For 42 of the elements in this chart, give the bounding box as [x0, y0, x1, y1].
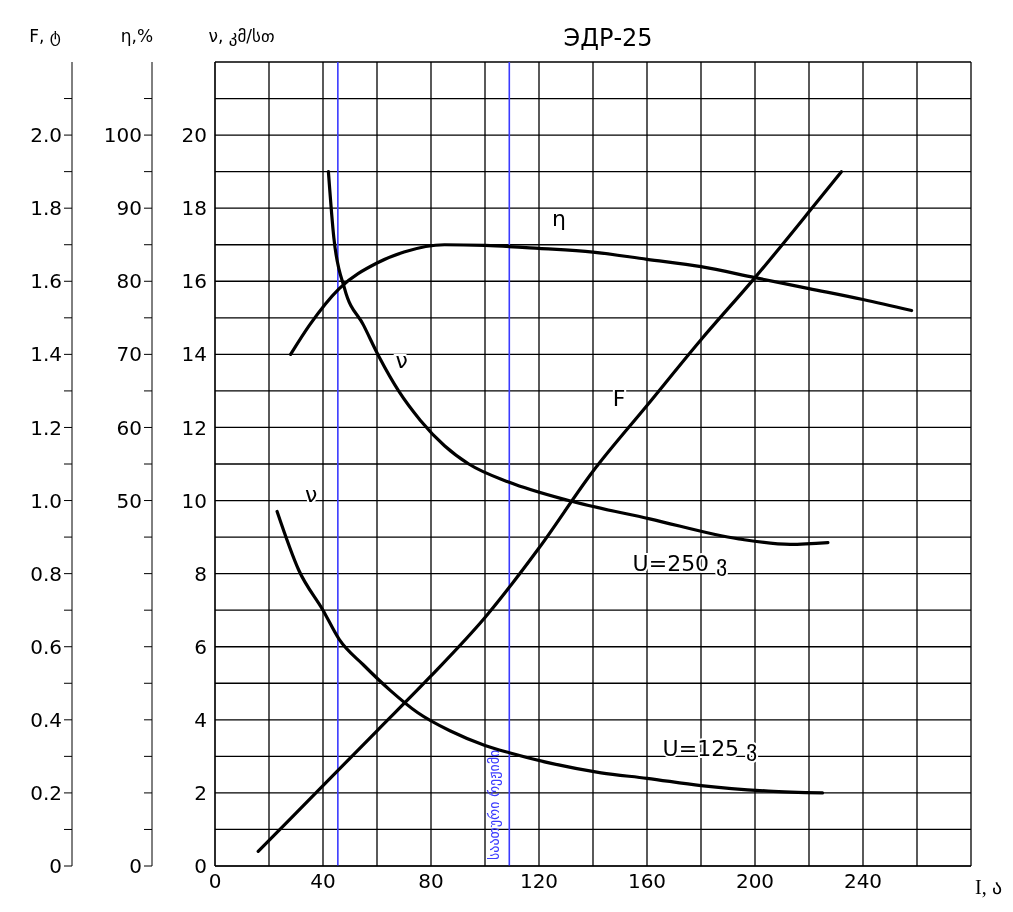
y-tick-label: 8 — [194, 561, 207, 586]
y3-tick-label: 2.0 — [30, 123, 62, 148]
y-tick-label: 6 — [194, 634, 207, 659]
y2-tick-label: 60 — [116, 415, 142, 440]
y3-tick-label: 0.6 — [30, 634, 62, 659]
x-tick-label: 40 — [310, 869, 336, 894]
y-tick-label: 12 — [181, 415, 207, 440]
y2-tick-label: 50 — [116, 488, 142, 513]
y2-tick-label: 70 — [116, 342, 142, 367]
y3-tick-label: 1.8 — [30, 196, 62, 221]
y3-tick-label: 1.2 — [30, 415, 62, 440]
series-label: F — [612, 385, 626, 411]
y2-axis-title: η,% — [120, 26, 154, 46]
y-tick-label: 10 — [181, 488, 207, 513]
y3-tick-label: 1.6 — [30, 269, 62, 294]
y-tick-label: 4 — [194, 707, 207, 732]
y-tick-label: 2 — [194, 781, 207, 806]
y-tick-label: 18 — [181, 196, 207, 221]
y3-axis-title: F, ტ — [29, 26, 61, 46]
y-tick-label: 20 — [181, 123, 207, 148]
ref-line-label: საათური რეჟიმი — [486, 749, 503, 860]
y3-tick-label: 1.0 — [30, 488, 62, 513]
y-tick-label: 14 — [181, 342, 207, 367]
x-tick-label: 160 — [627, 869, 667, 894]
y3-tick-label: 0.4 — [30, 707, 62, 732]
y2-tick-label: 80 — [116, 269, 142, 294]
x-tick-label: 120 — [519, 869, 559, 894]
x-tick-label: 80 — [418, 869, 444, 894]
series-label: ν — [395, 348, 408, 374]
x-tick-label: 200 — [735, 869, 775, 894]
y-tick-label: 16 — [181, 269, 207, 294]
series-label: ν — [304, 481, 318, 507]
y2-tick-label: 90 — [116, 196, 142, 221]
y3-tick-label: 1.4 — [30, 342, 62, 367]
series-label: η — [552, 206, 566, 232]
y3-tick-label: 0.8 — [30, 561, 62, 586]
x-axis-title: I, ა — [975, 876, 1002, 899]
y-axis-title: ν, კმ/სთ — [208, 26, 275, 46]
x-tick-label: 240 — [843, 869, 883, 894]
y2-tick-label: 100 — [103, 123, 142, 148]
chart-title: ЭДР-25 — [563, 24, 653, 52]
y3-tick-label: 0.2 — [30, 781, 62, 806]
